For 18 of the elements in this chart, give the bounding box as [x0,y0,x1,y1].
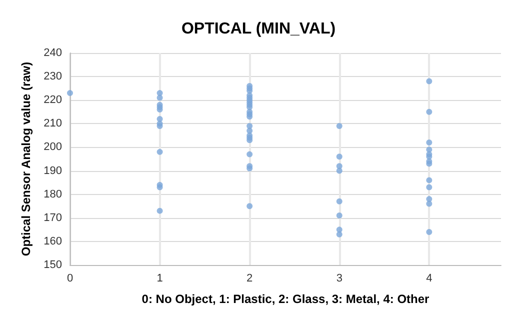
x-tick-label: 3 [336,272,342,284]
y-tick-label: 200 [44,141,62,154]
x-tick-label: 4 [426,272,432,284]
x-tick-label: 0 [66,272,74,284]
chart-title: OPTICAL (MIN_VAL) [181,20,336,38]
y-tick-label: 160 [44,235,62,248]
x-axis-title: 0: No Object, 1: Plastic, 2: Glass, 3: Metal, 4: Other [142,292,430,306]
x-tick-label: 2 [246,272,253,284]
y-tick-label: 180 [44,188,62,200]
x-tick-label: 1 [156,272,163,284]
y-tick-label: 190 [44,164,62,177]
y-tick-label: 240 [44,47,62,59]
y-tick-label: 150 [44,259,62,271]
y-tick-label: 220 [44,94,62,106]
y-axis-title: Optical Sensor Analog value (raw) [19,62,33,256]
y-tick-label: 230 [44,70,62,83]
y-tick-label: 170 [44,212,62,224]
y-tick-label: 210 [44,118,62,130]
